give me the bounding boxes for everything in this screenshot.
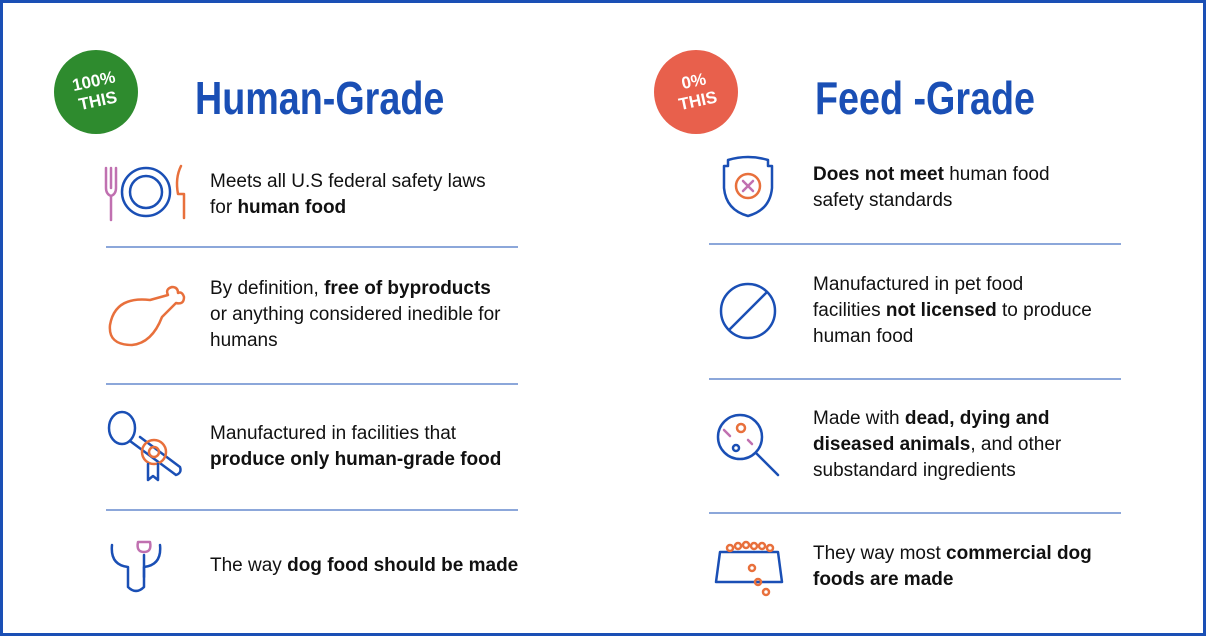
item-line: safety standards [813,190,952,211]
item-text: free of byproducts [324,278,491,299]
item-text: foods are made [813,569,953,590]
item-text: humans [210,330,278,351]
icon-prohibited [719,282,777,340]
item-text: Made with [813,408,905,429]
item-text: substandard ingredients [813,460,1016,481]
item-text: dog food should be made [287,555,518,576]
item-text: or anything considered inedible for [210,304,501,325]
item-line: foods are made [813,569,953,590]
item-text: not licensed [886,300,997,321]
item-line: By definition, free of byproducts [210,278,491,299]
item-line: Manufactured in pet food [813,274,1023,295]
item-text: human food [237,197,346,218]
item-line: produce only human-grade food [210,449,501,470]
item-line: diseased animals, and other [813,434,1062,455]
item-text: commercial dog [946,543,1092,564]
item-line: Does not meet human food [813,164,1050,185]
item-text: They way most [813,543,946,564]
item-line: substandard ingredients [813,460,1016,481]
item-text: dead, dying and [905,408,1050,429]
item-line: for human food [210,197,346,218]
badge [54,50,138,134]
item-text: Meets all U.S federal safety laws [210,171,486,192]
icon-plate [104,164,186,222]
item-text: for [210,197,237,218]
icon-magnifier [716,413,780,477]
item-line: or anything considered inedible for [210,304,501,325]
heading: Human-Grade [195,73,444,124]
item-text: diseased animals [813,434,970,455]
item-line: humans [210,330,278,351]
item-line: The way dog food should be made [210,555,518,576]
item-text: safety standards [813,190,952,211]
item-line: Made with dead, dying and [813,408,1050,429]
item-text: By definition, [210,278,324,299]
icon-bowl [714,540,784,597]
heading: Feed -Grade [815,73,1035,124]
item-line: human food [813,326,913,347]
item-text: to produce [997,300,1092,321]
item-text: produce only human-grade food [210,449,501,470]
icon-shield [722,155,774,218]
icon-dog [110,540,162,593]
item-text: , and other [970,434,1062,455]
item-line: They way most commercial dog [813,543,1092,564]
icon-spoon-award [107,410,182,482]
item-text: human food [944,164,1050,185]
item-text: Does not meet [813,164,945,185]
icon-drumstick [108,285,186,347]
item-text: facilities [813,300,886,321]
item-text: Manufactured in facilities that [210,423,457,444]
item-text: human food [813,326,913,347]
item-text: Manufactured in pet food [813,274,1023,295]
item-line: Manufactured in facilities that [210,423,457,444]
item-text: The way [210,555,287,576]
badge-line: 0% [680,69,708,93]
badge [654,50,738,134]
item-line: facilities not licensed to produce [813,300,1092,321]
item-line: Meets all U.S federal safety laws [210,171,486,192]
